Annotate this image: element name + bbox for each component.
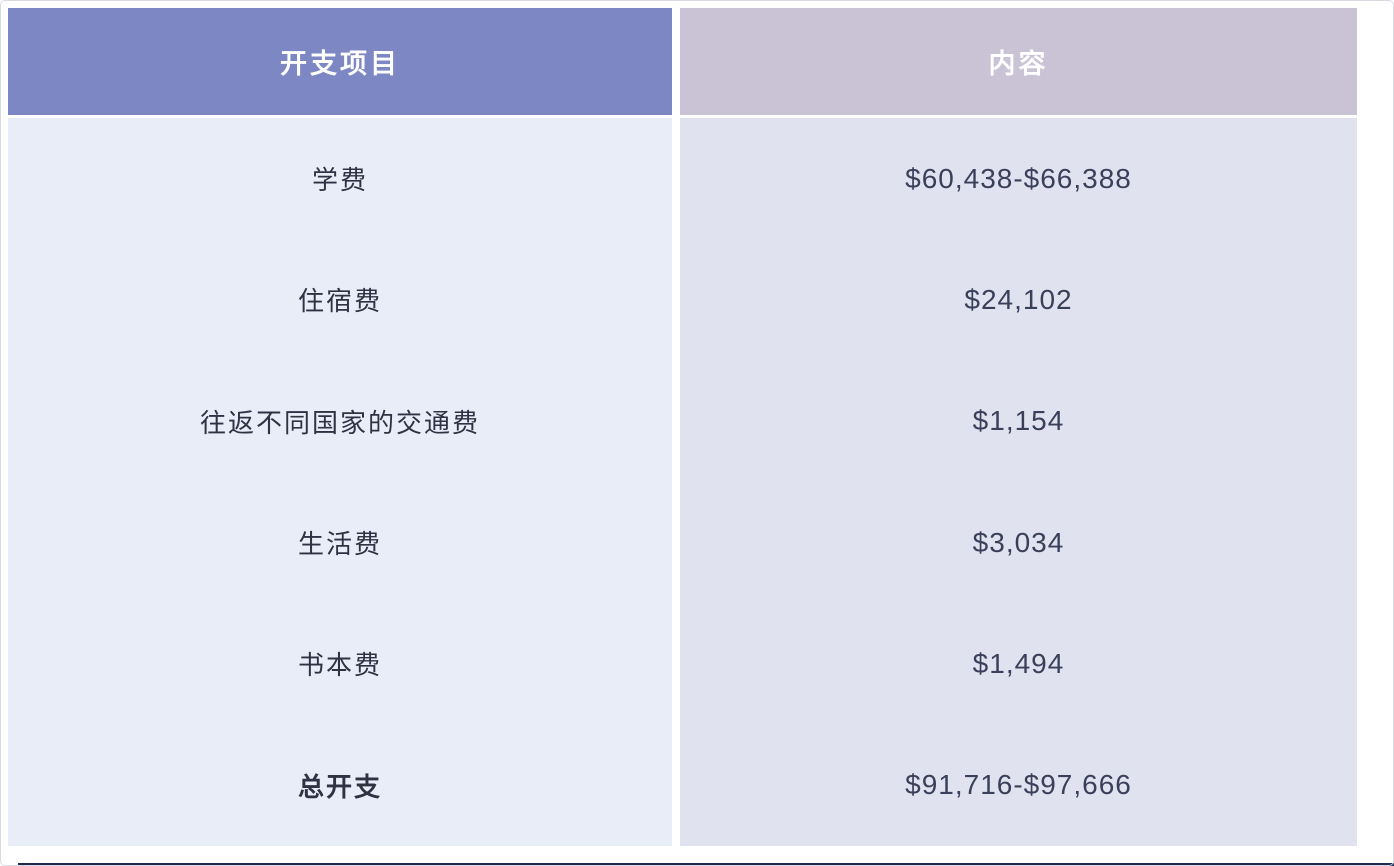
expense-item-cell: 生活费 xyxy=(8,481,672,604)
header-expense-item: 开支项目 xyxy=(8,8,672,115)
expense-item-cell-total: 总开支 xyxy=(8,724,672,846)
expense-value-cell: $3,034 xyxy=(680,481,1357,604)
bottom-divider-line xyxy=(18,863,1394,866)
expense-value-cell: $24,102 xyxy=(680,239,1357,361)
expense-item-cell: 往返不同国家的交通费 xyxy=(8,360,672,482)
expense-value-cell-total: $91,716-$97,666 xyxy=(680,724,1357,846)
expense-item-cell: 住宿费 xyxy=(8,239,672,361)
expense-item-cell: 书本费 xyxy=(8,603,672,725)
expense-value-cell: $1,494 xyxy=(680,603,1357,725)
expense-value-cell: $1,154 xyxy=(680,360,1357,482)
expense-value-cell: $60,438-$66,388 xyxy=(680,118,1357,240)
column-content: 内容 $60,438-$66,388 $24,102 $1,154 $3,034… xyxy=(680,8,1357,846)
column-expense-item: 开支项目 学费 住宿费 往返不同国家的交通费 生活费 书本费 总开支 xyxy=(8,8,672,846)
header-content: 内容 xyxy=(680,8,1357,115)
expense-item-cell: 学费 xyxy=(8,118,672,240)
